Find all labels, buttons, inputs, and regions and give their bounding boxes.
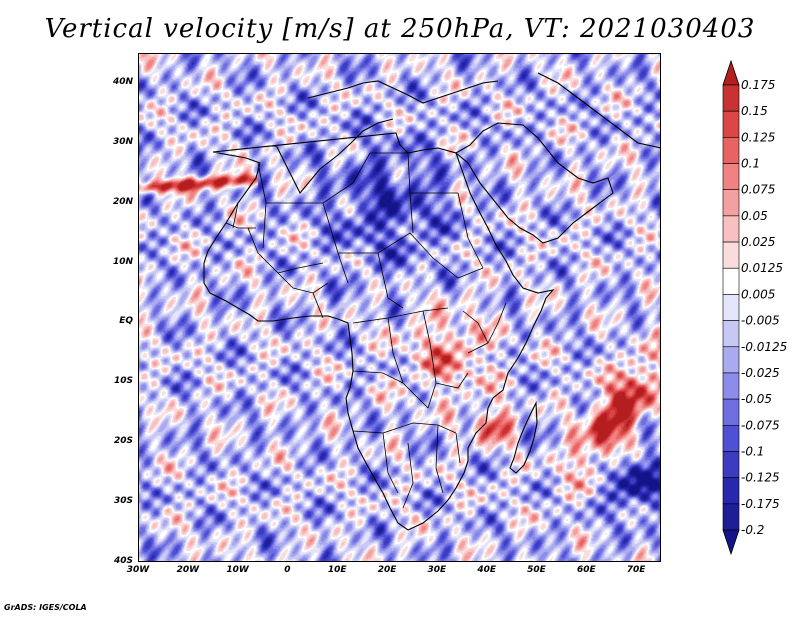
colorbar-swatch xyxy=(722,241,740,269)
map-panel xyxy=(138,53,661,562)
iran-coast xyxy=(537,72,661,149)
colorbar-label: 0.05 xyxy=(741,209,768,223)
colorbar-label: -0.075 xyxy=(741,418,780,432)
colorbar-label: -0.05 xyxy=(741,392,772,406)
vertical-velocity-field xyxy=(138,53,661,562)
madagascar-coastline xyxy=(509,400,538,474)
colorbar-swatch xyxy=(722,424,740,452)
lat-tick-label: 20S xyxy=(113,436,133,447)
lat-tick-label: 30N xyxy=(112,136,133,147)
colorbar-swatch xyxy=(722,294,740,321)
colorbar-swatch xyxy=(722,267,740,295)
colorbar-label: -0.2 xyxy=(741,523,764,537)
colorbar-label: 0.15 xyxy=(741,104,768,118)
lat-tick-label: 20N xyxy=(112,196,133,207)
colorbar-swatch xyxy=(722,346,740,374)
grads-credit: GrADS: IGES/COLA xyxy=(4,603,87,612)
country-borders xyxy=(225,152,507,509)
colorbar-label: -0.0125 xyxy=(741,340,787,354)
coastline-overlay xyxy=(203,72,661,531)
colorbar-swatch xyxy=(722,451,740,478)
colorbar-label: 0.125 xyxy=(741,130,775,144)
colorbar-swatch xyxy=(722,189,740,217)
colorbar-label: -0.025 xyxy=(741,366,780,380)
colorbar-label: 0.1 xyxy=(741,157,760,171)
colorbar-label: 0.005 xyxy=(741,287,775,301)
lon-tick-label: 0 xyxy=(284,565,291,575)
lon-tick-label: 10W xyxy=(226,565,249,575)
lon-tick-label: 30E xyxy=(427,565,447,575)
lat-tick-label: 40S xyxy=(113,556,133,566)
lon-tick-label: 50E xyxy=(527,565,546,575)
colorbar: 0.175 0.15 0.125 0.1 0.075 0.05 0.025 0.0125 0.0… xyxy=(722,60,787,556)
colorbar-bottom-arrow xyxy=(722,529,740,556)
lat-tick-label: 40N xyxy=(112,76,133,87)
colorbar-swatch xyxy=(722,398,740,426)
colorbar-label: -0.1 xyxy=(741,444,764,458)
colorbar-label: -0.125 xyxy=(741,471,780,485)
lon-tick-label: 20W xyxy=(176,565,200,575)
colorbar-label: 0.0125 xyxy=(741,261,783,275)
lon-tick-label: 40E xyxy=(477,565,496,575)
lon-tick-label: 20E xyxy=(377,565,397,575)
arabian-peninsula-coastline xyxy=(455,122,614,244)
lon-tick-label: 60E xyxy=(576,565,596,575)
colorbar-swatch xyxy=(722,215,740,243)
lat-tick-label: 30S xyxy=(113,496,133,507)
colorbar-swatch xyxy=(722,163,740,191)
colorbar-swatch xyxy=(722,503,740,531)
lon-tick-label: 30W xyxy=(126,565,150,575)
colorbar-swatch xyxy=(722,84,740,112)
colorbar-label: -0.005 xyxy=(741,314,780,328)
colorbar-swatch xyxy=(722,110,740,138)
africa-coastline xyxy=(203,118,555,531)
colorbar-label: 0.075 xyxy=(741,183,775,197)
mediterranean-coast xyxy=(307,80,499,104)
lat-tick-label: EQ xyxy=(119,316,133,327)
colorbar-swatch xyxy=(722,477,740,505)
colorbar-top-arrow xyxy=(722,60,740,86)
colorbar-label: 0.025 xyxy=(741,235,775,249)
lon-tick-label: 10E xyxy=(327,565,347,575)
colorbar-label: -0.175 xyxy=(741,497,780,511)
lat-tick-label: 10S xyxy=(113,376,133,387)
colorbar-swatch xyxy=(722,320,740,348)
colorbar-label: 0.175 xyxy=(741,78,775,92)
lat-tick-label: 10N xyxy=(112,256,133,267)
lon-tick-label: 70E xyxy=(626,565,646,575)
colorbar-swatch xyxy=(722,372,740,400)
map-title: Vertical velocity [m/s] at 250hPa, VT: 2… xyxy=(44,14,756,44)
colorbar-swatch xyxy=(722,137,740,164)
